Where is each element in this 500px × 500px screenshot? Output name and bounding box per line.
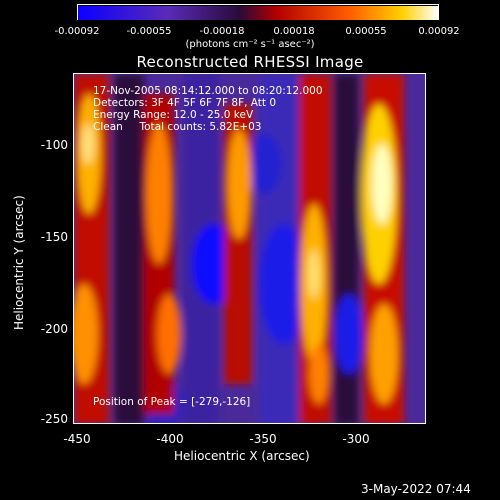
x-tick-label: -350 bbox=[249, 432, 277, 446]
info-line: Energy Range: 12.0 - 25.0 keV bbox=[93, 109, 254, 121]
colorbar-gradient bbox=[78, 6, 438, 20]
x-tick-label: -400 bbox=[156, 432, 184, 446]
image-title: Reconstructed RHESSI Image bbox=[136, 53, 364, 71]
info-line: 17-Nov-2005 08:14:12.000 to 08:20:12.000 bbox=[93, 85, 323, 97]
rhessi-image bbox=[73, 73, 426, 424]
colorbar-tick: -0.00092 bbox=[54, 26, 100, 37]
colorbar-unit-label: (photons cm⁻² s⁻¹ asec⁻²) bbox=[185, 39, 315, 50]
y-tick-label: -250 bbox=[40, 412, 68, 426]
colorbar-tick: 0.00018 bbox=[273, 26, 315, 37]
info-line: Detectors: 3F 4F 5F 6F 7F 8F, Att 0 bbox=[93, 97, 277, 109]
colorbar-tick: 0.00092 bbox=[418, 26, 460, 37]
x-axis-label: Heliocentric X (arcsec) bbox=[174, 449, 310, 463]
info-line: Clean Total counts: 5.82E+03 bbox=[93, 121, 262, 133]
generation-date: 3-May-2022 07:44 bbox=[361, 482, 471, 496]
y-axis-label: Heliocentric Y (arcsec) bbox=[12, 195, 26, 330]
peak-position-label: Position of Peak = [-279,-126] bbox=[93, 396, 251, 408]
y-tick-label: -200 bbox=[40, 322, 68, 336]
colorbar-tick: 0.00055 bbox=[345, 26, 387, 37]
x-tick-label: -450 bbox=[63, 432, 91, 446]
colorbar bbox=[77, 4, 439, 20]
colorbar-tick: -0.00055 bbox=[126, 26, 172, 37]
colorbar-tick: -0.00018 bbox=[199, 26, 245, 37]
x-tick-label: -300 bbox=[342, 432, 370, 446]
image-heatmap bbox=[74, 74, 425, 423]
y-tick-label: -150 bbox=[40, 230, 68, 244]
y-tick-label: -100 bbox=[40, 138, 68, 152]
